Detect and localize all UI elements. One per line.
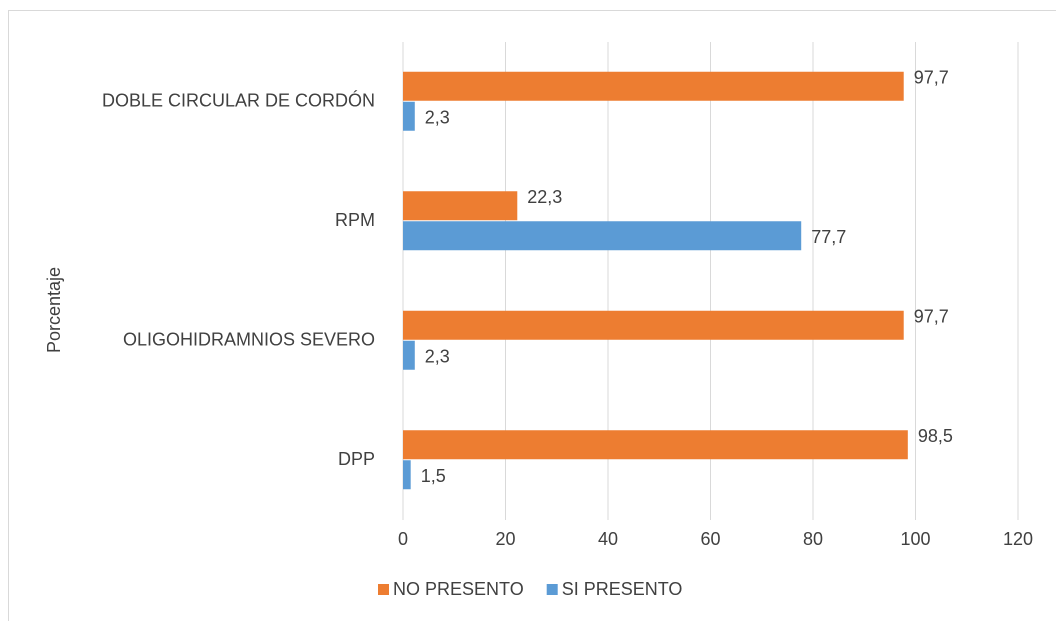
value-label: 97,7	[914, 307, 949, 327]
legend-label: SI PRESENTO	[562, 579, 683, 599]
value-label: 77,7	[811, 227, 846, 247]
x-tick-label: 20	[495, 529, 515, 549]
x-tick-label: 100	[900, 529, 930, 549]
legend-swatch	[547, 584, 558, 595]
bar	[403, 72, 904, 101]
bar	[403, 311, 904, 340]
x-tick-label: 60	[700, 529, 720, 549]
legend-label: NO PRESENTO	[393, 579, 524, 599]
value-label: 22,3	[527, 187, 562, 207]
bar	[403, 460, 411, 489]
x-tick-label: 120	[1003, 529, 1033, 549]
axis-label: Porcentaje	[44, 267, 64, 353]
value-label: 1,5	[421, 466, 446, 486]
x-tick-label: 40	[598, 529, 618, 549]
bar	[403, 102, 415, 131]
y-tick-label: DOBLE CIRCULAR DE CORDÓN	[102, 90, 375, 111]
bar	[403, 221, 801, 250]
x-tick-label: 80	[803, 529, 823, 549]
bar	[403, 191, 517, 220]
value-label: 98,5	[918, 426, 953, 446]
value-label: 97,7	[914, 68, 949, 88]
value-label: 2,3	[425, 108, 450, 128]
y-tick-label: OLIGOHIDRAMNIOS SEVERO	[123, 330, 375, 350]
bar	[403, 341, 415, 370]
x-tick-label: 0	[398, 529, 408, 549]
y-tick-label: RPM	[335, 210, 375, 230]
value-label: 2,3	[425, 347, 450, 367]
y-tick-label: DPP	[338, 449, 375, 469]
bar	[403, 430, 908, 459]
legend-swatch	[378, 584, 389, 595]
